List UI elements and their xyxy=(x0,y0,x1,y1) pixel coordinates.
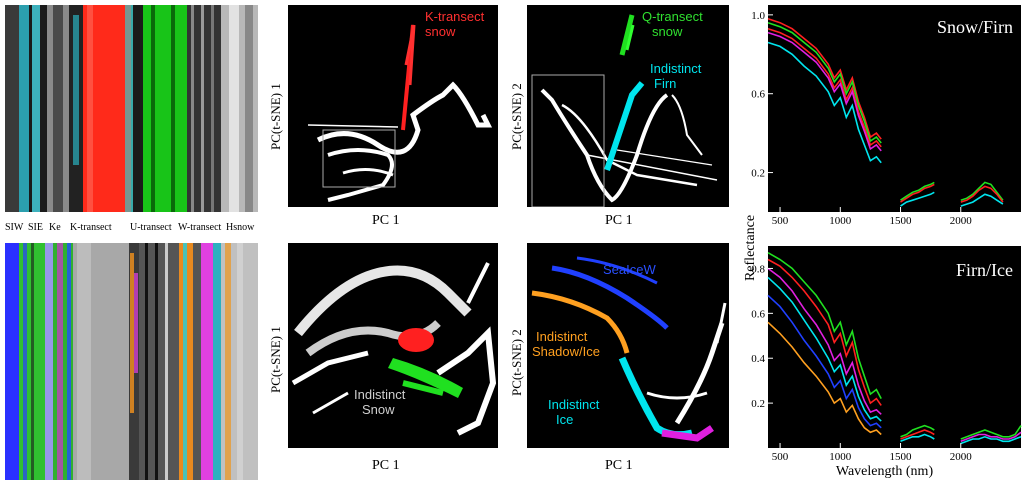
firn-ice-y-tick-label-3: 0.8 xyxy=(751,263,765,275)
strip-label-hsnow: Hsnow xyxy=(226,222,255,233)
snow-firn-series2-line-0 xyxy=(900,181,935,201)
annotation-seaicew: SeaIceW xyxy=(603,262,656,277)
scatter-plot-top-left xyxy=(288,5,498,207)
firn-ice-series-line-5 xyxy=(767,321,882,436)
x-axis-label-bottom-right: PC 1 xyxy=(605,458,633,473)
scatter-plot-bottom-right xyxy=(527,243,729,448)
snow-firn-series3-line-0 xyxy=(960,181,1004,201)
scatter-plot-bottom-left-graphic xyxy=(291,262,497,436)
x-axis-label-top-left: PC 1 xyxy=(372,213,400,228)
annotation-q-snow: snow xyxy=(652,24,683,39)
firn-ice-series2-line-2 xyxy=(900,433,935,443)
y-axis-label-top-right: PC(t-SNE) 2 xyxy=(509,83,524,150)
annotation-indistinct-ice-1: Indistinct xyxy=(548,397,600,412)
strip-label-u-transect: U-transect xyxy=(130,222,172,233)
snow-firn-series-line-2 xyxy=(767,27,882,148)
annotation-indistinct-firn-1: Indistinct xyxy=(650,61,702,76)
y-axis-label-bottom-right: PC(t-SNE) 2 xyxy=(509,329,524,396)
firn-ice-y-tick-label-0: 0.2 xyxy=(751,398,765,410)
annotation-indistinct-ice-2: Ice xyxy=(556,412,574,427)
snow-firn-series2-line-1 xyxy=(900,183,935,203)
firn-ice-x-tick-label-1: 1000 xyxy=(829,451,852,463)
firn-ice-series-line-4 xyxy=(767,294,882,429)
annotation-indistinct-firn-2: Firn xyxy=(654,76,677,91)
firn-ice-series2-line-1 xyxy=(900,429,935,440)
firn-ice-series2-line-0 xyxy=(900,424,935,438)
scatter-plot-top-right-graphic xyxy=(531,14,718,208)
snow-firn-series2-line-2 xyxy=(900,191,935,207)
firn-ice-x-tick-label-2: 1500 xyxy=(890,451,913,463)
strip-label-k-transect: K-transect xyxy=(70,222,112,233)
firn-ice-series3-line-2 xyxy=(960,435,1022,445)
firn-ice-x-axis-label: Wavelength (nm) xyxy=(836,464,934,479)
snow-firn-y-tick-label-0: 0.2 xyxy=(751,168,765,180)
spectra-charts: 500 1000 1500 2000 0.2 0.6 1.0 Snow/Firn 500 1000… xyxy=(743,5,1022,479)
snow-firn-y-tick-label-1: 0.6 xyxy=(751,89,765,101)
annotation-indistinct-snow-2: Snow xyxy=(362,402,395,417)
snow-firn-plot-area xyxy=(768,5,1021,212)
snow-firn-series3-line-2 xyxy=(960,193,1004,207)
reflectance-y-axis-label: Reflectance xyxy=(743,215,758,281)
snow-firn-series-line-0 xyxy=(767,18,882,140)
snow-firn-series3-line-1 xyxy=(960,185,1004,203)
scatter-plot-top-left-graphic xyxy=(307,24,493,202)
snow-firn-series-line-3 xyxy=(767,31,882,152)
firn-ice-series3-line-1 xyxy=(960,431,1022,443)
strip-image-top xyxy=(5,5,258,212)
scatter-plot-bottom-right-graphic xyxy=(531,256,727,442)
scatter-plot-bottom-left xyxy=(288,243,498,448)
annotation-k-transect: K-transect xyxy=(425,9,485,24)
snow-firn-x-tick-label-0: 500 xyxy=(772,215,789,227)
y-axis-label-bottom-left: PC(t-SNE) 1 xyxy=(268,326,283,393)
scatter-plot-top-right xyxy=(527,5,729,208)
x-axis-label-bottom-left: PC 1 xyxy=(372,458,400,473)
firn-ice-y-tick-label-1: 0.4 xyxy=(751,353,765,365)
strip-label-siw: SIW xyxy=(5,222,24,233)
firn-ice-series-line-1 xyxy=(767,258,882,406)
firn-ice-series-line-0 xyxy=(767,252,882,399)
snow-firn-x-tick-label-1: 1000 xyxy=(829,215,852,227)
snow-firn-x-tick-label-3: 2000 xyxy=(950,215,973,227)
strip-label-sie: SIE xyxy=(28,222,43,233)
firn-ice-x-tick-label-0: 500 xyxy=(772,451,789,463)
firn-ice-y-tick-label-2: 0.6 xyxy=(751,308,765,320)
strip-image-bottom-graphic xyxy=(5,243,258,480)
strip-label-w-transect: W-transect xyxy=(178,222,222,233)
snow-firn-series-line-1 xyxy=(767,21,882,144)
snow-firn-y-tick-label-2: 1.0 xyxy=(751,10,765,22)
annotation-indistinct-snow-1: Indistinct xyxy=(354,387,406,402)
x-axis-label-top-right: PC 1 xyxy=(605,213,633,228)
annotation-k-snow: snow xyxy=(425,24,456,39)
y-axis-label-top-left: PC(t-SNE) 1 xyxy=(268,83,283,150)
annotation-indistinct-shadow-1: Indistinct xyxy=(536,329,588,344)
annotation-indistinct-shadow-2: Shadow/Ice xyxy=(532,344,600,359)
snow-firn-x-tick-label-2: 1500 xyxy=(890,215,913,227)
firn-ice-x-tick-label-3: 2000 xyxy=(950,451,973,463)
firn-ice-series-line-2 xyxy=(767,267,882,415)
snow-firn-series-line-4 xyxy=(767,41,882,164)
firn-ice-series-line-3 xyxy=(767,276,882,422)
strip-image-top-graphic xyxy=(5,5,258,212)
snow-firn-chart-title: Snow/Firn xyxy=(937,17,1013,37)
firn-ice-chart-title: Firn/Ice xyxy=(956,260,1013,280)
annotation-q-transect: Q-transect xyxy=(642,9,703,24)
strip-label-ke: Ke xyxy=(49,222,61,233)
firn-ice-series3-line-0 xyxy=(960,425,1022,440)
strip-image-bottom xyxy=(5,243,258,480)
